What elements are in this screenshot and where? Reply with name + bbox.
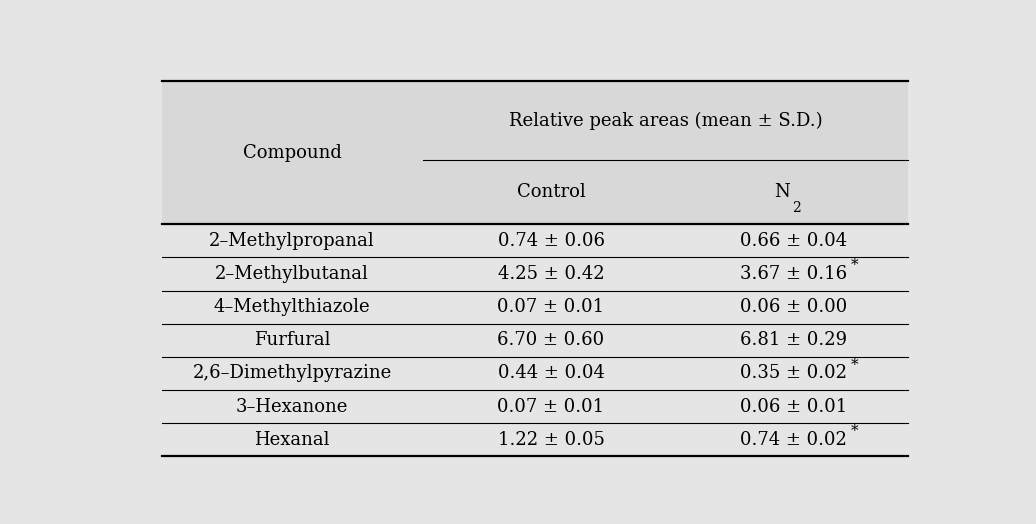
Text: 4.25 ± 0.42: 4.25 ± 0.42: [497, 265, 604, 283]
Text: 0.35 ± 0.02: 0.35 ± 0.02: [741, 364, 847, 383]
Text: 2–Methylbutanal: 2–Methylbutanal: [215, 265, 369, 283]
Text: Compound: Compound: [242, 144, 342, 162]
Text: 2: 2: [793, 201, 801, 215]
Text: 1.22 ± 0.05: 1.22 ± 0.05: [497, 431, 604, 449]
Text: 0.06 ± 0.01: 0.06 ± 0.01: [741, 398, 847, 416]
Text: *: *: [851, 424, 858, 438]
Text: 0.44 ± 0.04: 0.44 ± 0.04: [497, 364, 604, 383]
Text: Hexanal: Hexanal: [254, 431, 329, 449]
Text: *: *: [851, 258, 858, 272]
Text: 4–Methylthiazole: 4–Methylthiazole: [213, 298, 371, 316]
Text: 3.67 ± 0.16: 3.67 ± 0.16: [741, 265, 847, 283]
Text: *: *: [851, 357, 858, 372]
Text: 0.07 ± 0.01: 0.07 ± 0.01: [497, 398, 605, 416]
Text: 6.81 ± 0.29: 6.81 ± 0.29: [741, 331, 847, 350]
Text: 0.06 ± 0.00: 0.06 ± 0.00: [741, 298, 847, 316]
Text: 2–Methylpropanal: 2–Methylpropanal: [209, 232, 375, 250]
Text: 2,6–Dimethylpyrazine: 2,6–Dimethylpyrazine: [193, 364, 392, 383]
Text: 0.74 ± 0.02: 0.74 ± 0.02: [741, 431, 847, 449]
Text: Relative peak areas (mean ± S.D.): Relative peak areas (mean ± S.D.): [509, 111, 823, 129]
Text: Furfural: Furfural: [254, 331, 330, 350]
Text: 6.70 ± 0.60: 6.70 ± 0.60: [497, 331, 605, 350]
Text: N: N: [774, 183, 789, 201]
Text: Control: Control: [517, 183, 585, 201]
Text: 0.74 ± 0.06: 0.74 ± 0.06: [497, 232, 605, 250]
Text: 3–Hexanone: 3–Hexanone: [236, 398, 348, 416]
Text: 0.66 ± 0.04: 0.66 ± 0.04: [741, 232, 847, 250]
Text: 0.07 ± 0.01: 0.07 ± 0.01: [497, 298, 605, 316]
